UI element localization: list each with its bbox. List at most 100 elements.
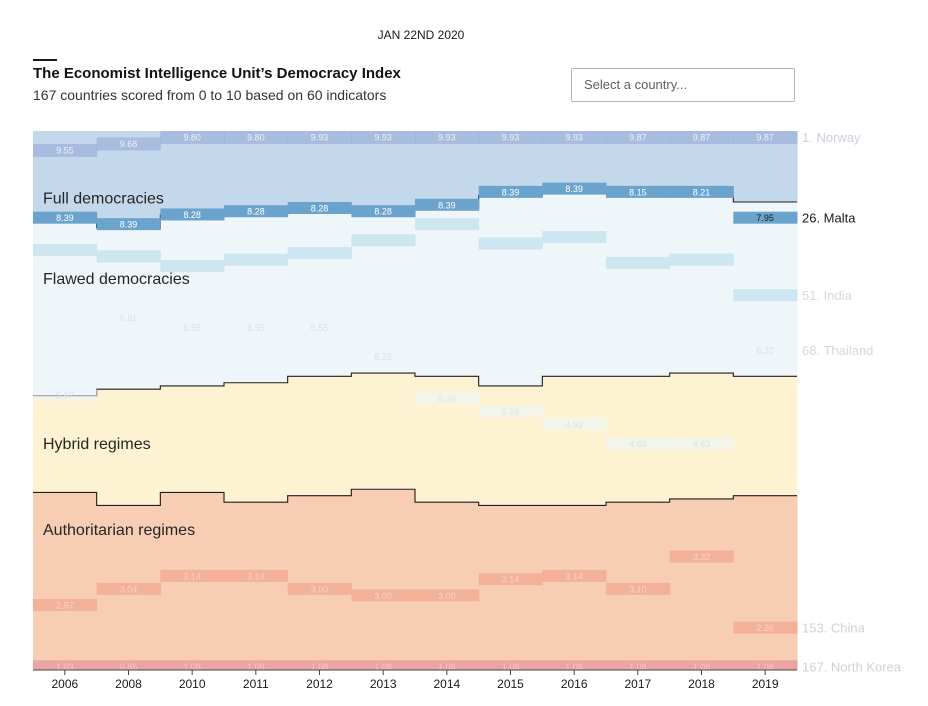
data-label-68-thailand-2006: 5.67 <box>56 391 74 401</box>
data-label-26-malta-2019: 7.95 <box>756 213 774 223</box>
mark-167-north-korea-2010 <box>160 660 225 670</box>
mark-68-thailand-2013 <box>351 350 416 363</box>
data-label-153-china-2012: 3.00 <box>311 584 329 594</box>
data-label-167-north-korea-2014: 1.08 <box>438 662 456 672</box>
mark-68-thailand-2012 <box>287 321 352 334</box>
track-26-malta: 8.39 8.39 8.28 8.28 8.28 8.28 8.39 8.39 8.39 8.15… <box>33 182 798 231</box>
mark-1-norway-2010 <box>160 131 225 144</box>
data-label-51-india-2013: 7.69 <box>374 236 392 246</box>
track-68-thailand: 5.67 6.81 6.55 6.55 6.55 6.25 5.39 5.09 4.92 4.63… <box>33 311 798 450</box>
data-label-26-malta-2015: 8.39 <box>502 187 520 197</box>
mark-26-malta-2019 <box>733 211 798 224</box>
mark-68-thailand-2014 <box>415 392 480 405</box>
band-hybrid-regimes-2018 <box>669 373 734 499</box>
x-tick-label-2018: 2018 <box>688 677 715 691</box>
band-flawed-democracies-2014 <box>415 208 480 377</box>
regime-labels: Full democracies Flawed democracies Hybrid… <box>43 190 195 539</box>
x-tick-label-2014: 2014 <box>433 677 460 691</box>
x-tick-label-2006: 2006 <box>51 677 78 691</box>
mark-51-india-2012 <box>287 247 352 260</box>
mark-153-china-2006 <box>33 598 98 611</box>
regime-label-hybrid-regimes: Hybrid regimes <box>43 436 151 453</box>
x-tick-label-2019: 2019 <box>752 677 779 691</box>
data-label-1-norway-2012: 9.93 <box>311 133 329 143</box>
data-label-1-norway-2015: 9.93 <box>502 133 520 143</box>
mark-68-thailand-2011 <box>224 321 289 334</box>
mark-167-north-korea-2006 <box>33 660 98 670</box>
band-flawed-democracies-2015 <box>478 195 543 386</box>
data-label-1-norway-2017: 9.87 <box>629 133 647 143</box>
x-tick-label-2011: 2011 <box>243 677 269 691</box>
band-flawed-democracies-2018 <box>669 195 734 374</box>
track-51-india: 7.68 7.80 7.28 7.30 7.52 7.69 7.92 7.74 7.81 7.23… <box>33 218 798 302</box>
mark-153-china-2019 <box>733 621 798 634</box>
mark-1-norway-2017 <box>606 131 671 144</box>
mark-1-norway-2019 <box>733 131 798 144</box>
mark-51-india-2006 <box>33 243 98 256</box>
mark-153-china-2013 <box>351 589 416 602</box>
data-label-167-north-korea-2008: 0.86 <box>120 662 138 672</box>
mark-167-north-korea-2011 <box>224 660 289 670</box>
mark-167-north-korea-2017 <box>606 660 671 670</box>
data-label-1-norway-2013: 9.93 <box>374 133 392 143</box>
data-label-68-thailand-2008: 6.81 <box>120 313 138 323</box>
data-label-26-malta-2016: 8.39 <box>565 184 583 194</box>
data-label-68-thailand-2011: 6.55 <box>247 323 265 333</box>
country-search-input[interactable]: Select a country... <box>571 68 795 102</box>
mark-68-thailand-2010 <box>160 321 225 334</box>
mark-26-malta-2015 <box>478 185 543 198</box>
track-167-north-korea: 1.03 0.86 1.08 1.08 1.08 1.08 1.08 1.08 1.08 1.08… <box>33 660 798 672</box>
mark-51-india-2008 <box>96 250 161 263</box>
x-tick-label-2008: 2008 <box>115 677 142 691</box>
band-authoritarian-regimes-2019 <box>733 495 798 670</box>
data-label-26-malta-2018: 8.21 <box>693 187 711 197</box>
title-rule <box>33 59 57 61</box>
data-label-68-thailand-2016: 4.92 <box>565 420 583 430</box>
data-label-26-malta-2011: 8.28 <box>247 207 265 217</box>
band-full-democracies-2010 <box>160 131 225 215</box>
band-flawed-democracies-2017 <box>606 192 671 377</box>
band-full-democracies-2011 <box>224 131 289 212</box>
band-full-democracies-2012 <box>287 131 352 212</box>
mark-68-thailand-2018 <box>669 437 734 450</box>
chart-title: The Economist Intelligence Unit’s Democr… <box>33 65 401 82</box>
data-label-167-north-korea-2015: 1.08 <box>502 662 520 672</box>
mark-1-norway-2011 <box>224 131 289 144</box>
data-label-68-thailand-2014: 5.39 <box>438 394 456 404</box>
band-authoritarian-regimes-2016 <box>542 505 607 670</box>
data-label-167-north-korea-2006: 1.03 <box>56 662 74 672</box>
mark-26-malta-2017 <box>606 185 671 198</box>
data-label-153-china-2016: 3.14 <box>565 571 583 581</box>
mark-167-north-korea-2012 <box>287 660 352 670</box>
mark-1-norway-2013 <box>351 131 416 144</box>
track-153-china: 2.97 3.04 3.14 3.14 3.00 3.00 3.00 3.14 3.14 3.10… <box>33 550 798 634</box>
mark-167-north-korea-2016 <box>542 660 607 670</box>
band-hybrid-regimes-2010 <box>160 385 225 493</box>
data-label-167-north-korea-2019: 1.08 <box>756 662 774 672</box>
country-tracks: 9.55 9.68 9.80 9.80 9.93 9.93 9.93 9.93 9.93 9.87… <box>33 131 798 672</box>
mark-153-china-2012 <box>287 582 352 595</box>
mark-26-malta-2008 <box>96 218 161 231</box>
data-label-167-north-korea-2011: 1.08 <box>247 662 265 672</box>
data-label-26-malta-2012: 8.28 <box>311 204 329 214</box>
data-label-167-north-korea-2010: 1.08 <box>183 662 201 672</box>
mark-51-india-2014 <box>415 218 480 231</box>
data-label-1-norway-2006: 9.55 <box>56 145 74 155</box>
data-label-51-india-2019: 6.90 <box>756 291 774 301</box>
band-flawed-democracies-2010 <box>160 214 225 386</box>
end-label-153-china: 153. China <box>802 621 866 636</box>
mark-26-malta-2013 <box>351 205 416 218</box>
data-label-68-thailand-2015: 5.09 <box>502 407 520 417</box>
mark-51-india-2013 <box>351 234 416 247</box>
mark-1-norway-2006 <box>33 143 98 157</box>
data-label-51-india-2008: 7.80 <box>120 252 138 262</box>
x-tick-label-2013: 2013 <box>370 677 397 691</box>
data-label-167-north-korea-2017: 1.08 <box>629 662 647 672</box>
data-label-51-india-2014: 7.92 <box>438 220 456 230</box>
mark-153-china-2017 <box>606 582 671 595</box>
data-label-68-thailand-2012: 6.55 <box>311 323 329 333</box>
data-label-51-india-2010: 7.28 <box>183 262 201 272</box>
chart-subtitle: 167 countries scored from 0 to 10 based … <box>33 87 387 103</box>
data-label-153-china-2015: 3.14 <box>502 575 520 585</box>
band-hybrid-regimes-2006 <box>33 395 98 493</box>
